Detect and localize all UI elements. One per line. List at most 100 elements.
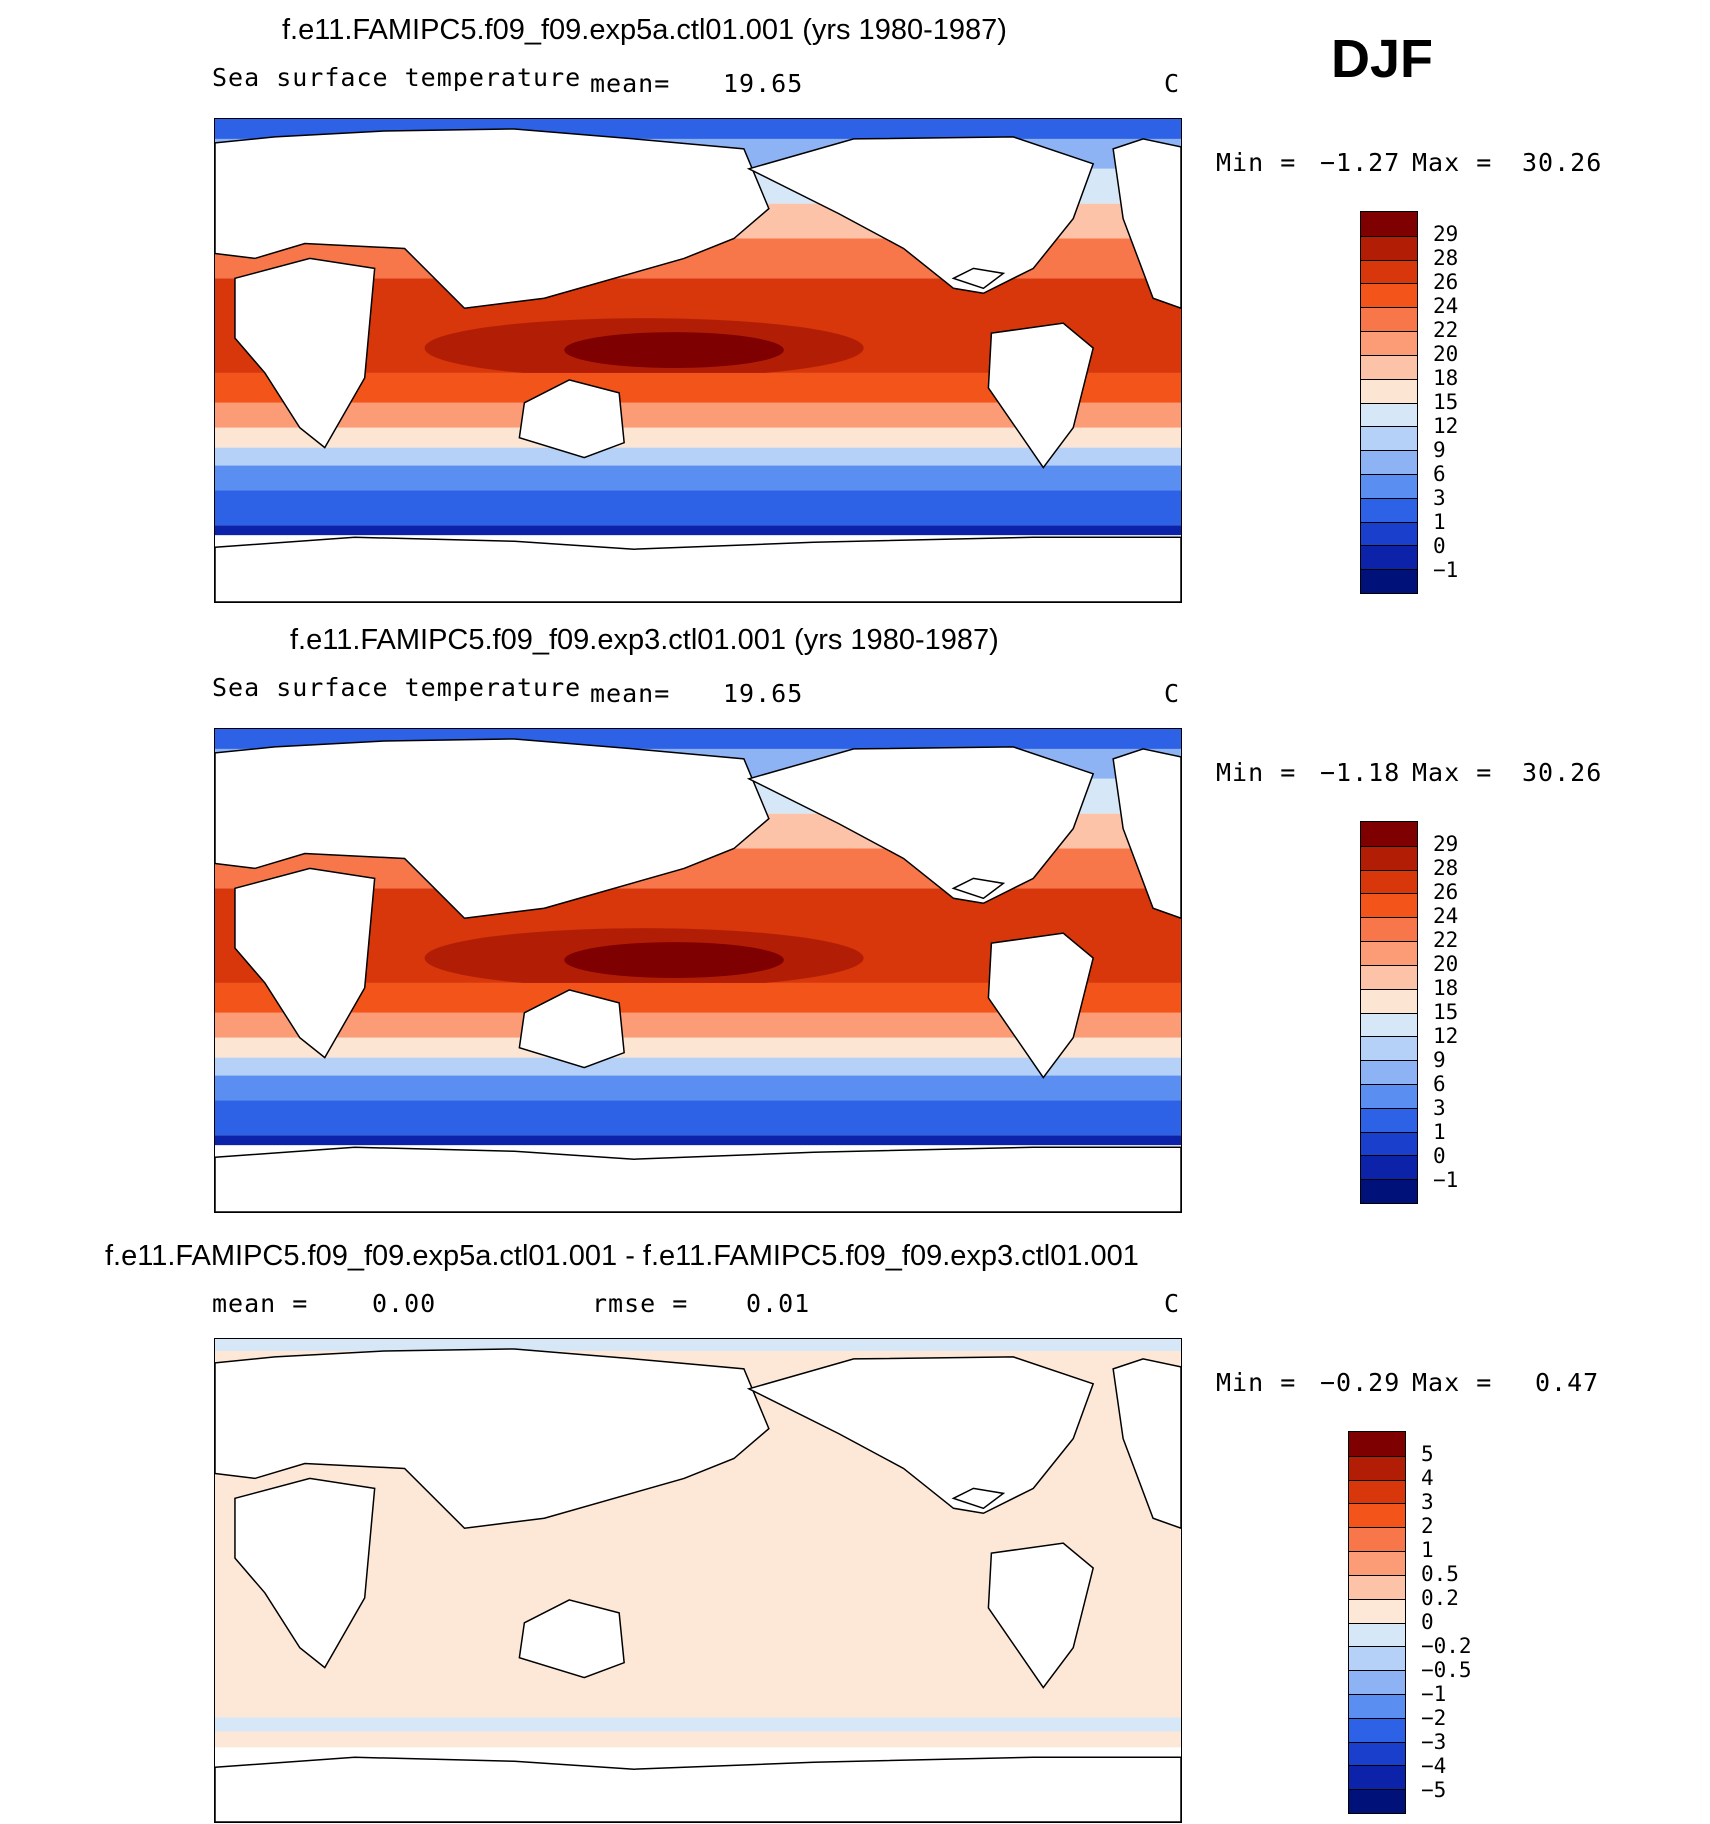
- panel-3-level-label: 3: [1421, 1490, 1434, 1514]
- panel-1-level-label: 26: [1433, 270, 1459, 294]
- colorbar-swatch: [1361, 354, 1417, 379]
- panel-3-level-label: 5: [1421, 1442, 1434, 1466]
- panel-3-colorbar: [1348, 1431, 1406, 1814]
- panel-2-level-label: 28: [1433, 856, 1459, 880]
- panel-1-map: [214, 118, 1182, 603]
- colorbar-swatch: [1349, 1622, 1405, 1647]
- panel-2-min-label: Min =: [1216, 758, 1297, 787]
- panel-1-sst-field: [215, 119, 1181, 602]
- panel-1-level-label: 0: [1433, 534, 1446, 558]
- panel-2-level-label: 0: [1433, 1144, 1446, 1168]
- panel-3-level-label: −3: [1421, 1730, 1447, 1754]
- colorbar-swatch: [1349, 1646, 1405, 1671]
- panel-3-rmse-label: rmse =: [592, 1289, 689, 1318]
- colorbar-swatch: [1361, 1131, 1417, 1156]
- panel-2-land: [215, 738, 1181, 1212]
- panel-3-rmse-value: 0.01: [746, 1289, 811, 1318]
- panel-2-level-label: 1: [1433, 1120, 1446, 1144]
- colorbar-swatch: [1361, 259, 1417, 284]
- colorbar-swatch: [1349, 1717, 1405, 1742]
- panel-1-level-label: 9: [1433, 438, 1446, 462]
- panel-3-level-label: 2: [1421, 1514, 1434, 1538]
- panel-3-mean-value: 0.00: [372, 1289, 437, 1318]
- colorbar-swatch: [1361, 1155, 1417, 1180]
- colorbar-swatch: [1361, 545, 1417, 570]
- panel-1-level-label: 24: [1433, 294, 1459, 318]
- colorbar-swatch: [1361, 964, 1417, 989]
- panel-1-level-label: 29: [1433, 222, 1459, 246]
- panel-2-level-label: −1: [1433, 1168, 1459, 1192]
- panel-1-colorbar: [1360, 211, 1418, 594]
- panel-2-units: C: [1164, 679, 1181, 708]
- panel-2-variable: Sea surface temperature: [212, 673, 582, 702]
- colorbar-swatch: [1349, 1598, 1405, 1623]
- colorbar-swatch: [1361, 1107, 1417, 1132]
- panel-3-map: [214, 1338, 1182, 1823]
- panel-2-mean-value: 19.65: [723, 679, 804, 708]
- panel-1-mean-label: mean=: [590, 69, 671, 98]
- colorbar-swatch: [1349, 1455, 1405, 1480]
- panel-2-sst-field: [215, 729, 1181, 1212]
- colorbar-swatch: [1349, 1765, 1405, 1790]
- panel-3-level-label: 0.5: [1421, 1562, 1459, 1586]
- colorbar-swatch: [1349, 1551, 1405, 1575]
- colorbar-swatch: [1361, 822, 1417, 846]
- panel-3-min-label: Min =: [1216, 1368, 1297, 1397]
- panel-1-max-label: Max =: [1412, 148, 1493, 177]
- colorbar-swatch: [1361, 450, 1417, 474]
- panel-1-level-label: 6: [1433, 462, 1446, 486]
- colorbar-swatch: [1361, 1060, 1417, 1084]
- colorbar-swatch: [1361, 941, 1417, 965]
- panel-3-level-label: −0.2: [1421, 1634, 1472, 1658]
- colorbar-swatch: [1361, 845, 1417, 870]
- panel-2-map: [214, 728, 1182, 1213]
- panel-2-min-value: −1.18: [1320, 758, 1401, 787]
- panel-2-level-label: 3: [1433, 1096, 1446, 1120]
- panel-2-max-label: Max =: [1412, 758, 1493, 787]
- panel-1-level-label: 15: [1433, 390, 1459, 414]
- colorbar-swatch: [1361, 402, 1417, 427]
- panel-2-level-label: 6: [1433, 1072, 1446, 1096]
- colorbar-swatch: [1361, 331, 1417, 355]
- panel-3-min-value: −0.29: [1320, 1368, 1401, 1397]
- panel-3-level-label: −1: [1421, 1682, 1447, 1706]
- colorbar-swatch: [1361, 378, 1417, 403]
- panel-2-level-label: 29: [1433, 832, 1459, 856]
- panel-1-units: C: [1164, 69, 1181, 98]
- colorbar-swatch: [1361, 1036, 1417, 1061]
- colorbar-swatch: [1361, 1179, 1417, 1203]
- panel-1-level-label: 12: [1433, 414, 1459, 438]
- panel-1-level-label: 20: [1433, 342, 1459, 366]
- colorbar-swatch: [1361, 521, 1417, 546]
- panel-2-level-label: 20: [1433, 952, 1459, 976]
- panel-1-variable: Sea surface temperature: [212, 63, 582, 92]
- panel-3-diff-field: [215, 1339, 1181, 1822]
- panel-1-min-label: Min =: [1216, 148, 1297, 177]
- panel-3-level-label: −4: [1421, 1754, 1447, 1778]
- panel-3-level-label: 4: [1421, 1466, 1434, 1490]
- panel-2-level-label: 22: [1433, 928, 1459, 952]
- panel-2-level-label: 15: [1433, 1000, 1459, 1024]
- colorbar-swatch: [1349, 1670, 1405, 1694]
- colorbar-swatch: [1361, 497, 1417, 522]
- panel-2-colorbar: [1360, 821, 1418, 1204]
- panel-1-mean-value: 19.65: [723, 69, 804, 98]
- panel-1-level-label: 18: [1433, 366, 1459, 390]
- colorbar-swatch: [1361, 283, 1417, 308]
- colorbar-swatch: [1349, 1574, 1405, 1599]
- colorbar-swatch: [1349, 1789, 1405, 1813]
- colorbar-swatch: [1349, 1527, 1405, 1552]
- panel-1-level-label: 1: [1433, 510, 1446, 534]
- colorbar-swatch: [1361, 473, 1417, 498]
- colorbar-swatch: [1361, 917, 1417, 942]
- panel-2-level-label: 18: [1433, 976, 1459, 1000]
- panel-2-title: f.e11.FAMIPC5.f09_f09.exp3.ctl01.001 (yr…: [290, 624, 999, 656]
- colorbar-swatch: [1349, 1503, 1405, 1528]
- panel-3-level-label: 0.2: [1421, 1586, 1459, 1610]
- panel-1-level-label: −1: [1433, 558, 1459, 582]
- panel-3-units: C: [1164, 1289, 1181, 1318]
- panel-3-level-label: −5: [1421, 1778, 1447, 1802]
- panel-1-level-label: 28: [1433, 246, 1459, 270]
- panel-3-land: [215, 1348, 1181, 1822]
- colorbar-swatch: [1361, 307, 1417, 332]
